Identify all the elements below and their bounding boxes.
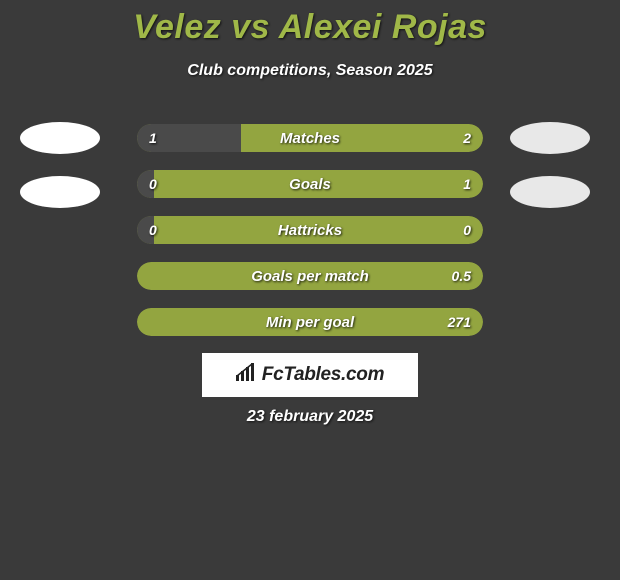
stat-row: Hattricks00 bbox=[137, 216, 483, 244]
page-title: Velez vs Alexei Rojas bbox=[0, 8, 620, 47]
row-track bbox=[137, 308, 483, 336]
stat-row: Min per goal271 bbox=[137, 308, 483, 336]
left-team-badge bbox=[20, 122, 100, 154]
row-fill-left bbox=[137, 216, 154, 244]
stats-comparison-card: Velez vs Alexei Rojas Club competitions,… bbox=[0, 0, 620, 580]
row-track bbox=[137, 170, 483, 198]
date-label: 23 february 2025 bbox=[0, 408, 620, 426]
row-fill-left bbox=[137, 170, 154, 198]
stat-row: Goals per match0.5 bbox=[137, 262, 483, 290]
subtitle: Club competitions, Season 2025 bbox=[0, 62, 620, 80]
stat-row: Matches12 bbox=[137, 124, 483, 152]
right-team-badge bbox=[510, 122, 590, 154]
stat-row: Goals01 bbox=[137, 170, 483, 198]
brand-text: FcTables.com bbox=[262, 364, 384, 386]
row-fill-left bbox=[137, 124, 241, 152]
brand-badge[interactable]: FcTables.com bbox=[202, 353, 418, 397]
row-track bbox=[137, 216, 483, 244]
left-team-badge bbox=[20, 176, 100, 208]
chart-icon bbox=[236, 363, 258, 387]
right-team-badge bbox=[510, 176, 590, 208]
row-track bbox=[137, 262, 483, 290]
